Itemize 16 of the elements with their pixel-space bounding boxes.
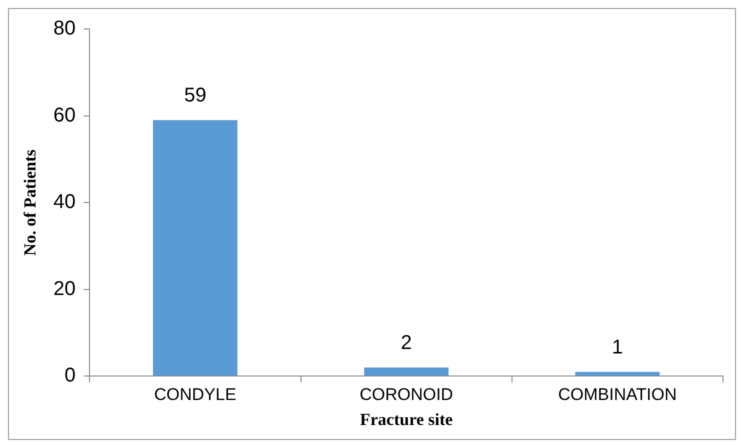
y-tick-label: 20 — [53, 278, 76, 300]
y-tick-label: 80 — [53, 18, 76, 40]
y-axis-title: No. of Patients — [20, 149, 40, 256]
y-tick-label: 60 — [53, 104, 76, 126]
data-label: 59 — [184, 84, 206, 107]
bar — [364, 368, 449, 376]
bar — [575, 372, 660, 376]
bar — [152, 120, 238, 376]
data-label: 1 — [612, 336, 624, 358]
y-tick-label: 0 — [64, 364, 76, 387]
x-axis-title: Fracture site — [360, 410, 454, 430]
y-tick-label: 40 — [53, 191, 76, 214]
x-tick-label: CONDYLE — [154, 385, 236, 404]
x-tick-label: COMBINATION — [558, 385, 677, 404]
x-tick-label: CORONOID — [360, 385, 454, 404]
data-label: 2 — [400, 332, 412, 354]
